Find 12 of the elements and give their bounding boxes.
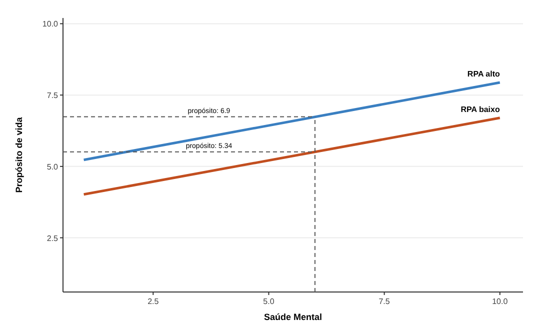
x-axis-title: Saúde Mental bbox=[264, 312, 322, 322]
x-tick-label: 7.5 bbox=[378, 297, 390, 306]
y-tick-label: 2.5 bbox=[46, 234, 59, 243]
y-axis-title: Propósito de vida bbox=[14, 116, 24, 193]
x-tick-label: 10.0 bbox=[492, 297, 508, 306]
x-tick-label: 2.5 bbox=[148, 297, 160, 306]
x-tick-label: 5.0 bbox=[263, 297, 275, 306]
y-tick-label: 7.5 bbox=[46, 91, 59, 100]
series-label: RPA alto bbox=[467, 70, 500, 79]
y-tick-label: 10.0 bbox=[42, 20, 59, 29]
y-tick-label: 5.0 bbox=[46, 162, 59, 172]
series-label: RPA baixo bbox=[460, 104, 500, 114]
